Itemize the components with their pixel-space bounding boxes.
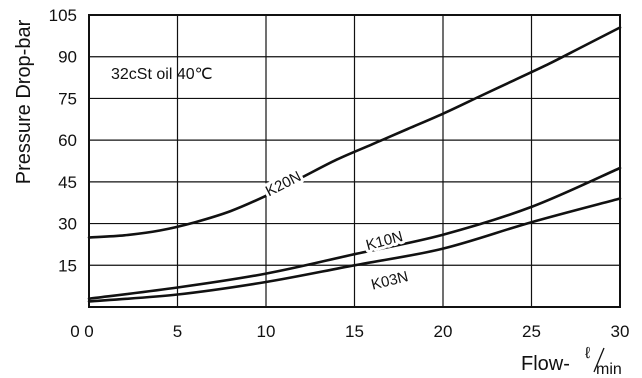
y-tick-label: 75 (58, 89, 77, 108)
x-tick-label: 5 (173, 322, 182, 341)
plot-frame (88, 14, 621, 308)
series-label-text: K20N (263, 168, 304, 200)
series-line-k20n (87, 26, 622, 239)
series-label-k20n: K20N (260, 165, 307, 203)
series-label-k03n: K03N (367, 265, 414, 297)
grid (89, 15, 620, 307)
x-tick-label: 15 (345, 322, 364, 341)
x-axis-label-unit-top: ℓ (585, 345, 590, 362)
y-tick-label: 105 (49, 6, 77, 25)
x-tick-label: 25 (522, 322, 541, 341)
series-label-text: K10N (364, 228, 405, 254)
series-line-k10n (87, 166, 622, 300)
x-tick-label: 10 (257, 322, 276, 341)
series-line-k03n (87, 197, 622, 303)
y-axis-label: Pressure Drop-bar (13, 19, 35, 184)
series-labels: K20N K10N K03N (260, 165, 414, 297)
x-tick-label: 30 (611, 322, 630, 341)
y-tick-label: 0 (70, 322, 79, 341)
y-tick-label: 60 (58, 131, 77, 150)
tick-labels: 0 5 10 15 20 25 30 15 30 45 60 75 90 105 0 (49, 6, 630, 341)
x-axis-label: Flow- ℓ min (521, 345, 622, 378)
series-lines (87, 26, 622, 303)
x-tick-label: 20 (434, 322, 453, 341)
y-tick-label: 90 (58, 48, 77, 67)
x-tick-label: 0 (84, 322, 93, 341)
series-label-k10n: K10N (361, 225, 408, 257)
y-tick-label: 15 (58, 256, 77, 275)
x-axis-label-unit-bottom: min (596, 361, 622, 378)
y-tick-label: 45 (58, 173, 77, 192)
chart-annotation: 32cSt oil 40℃ (111, 66, 213, 83)
x-axis-label-unit-slash (593, 347, 605, 373)
x-axis-label-main: Flow- (521, 353, 570, 375)
series-label-text: K03N (370, 268, 411, 294)
y-tick-label: 30 (58, 215, 77, 234)
